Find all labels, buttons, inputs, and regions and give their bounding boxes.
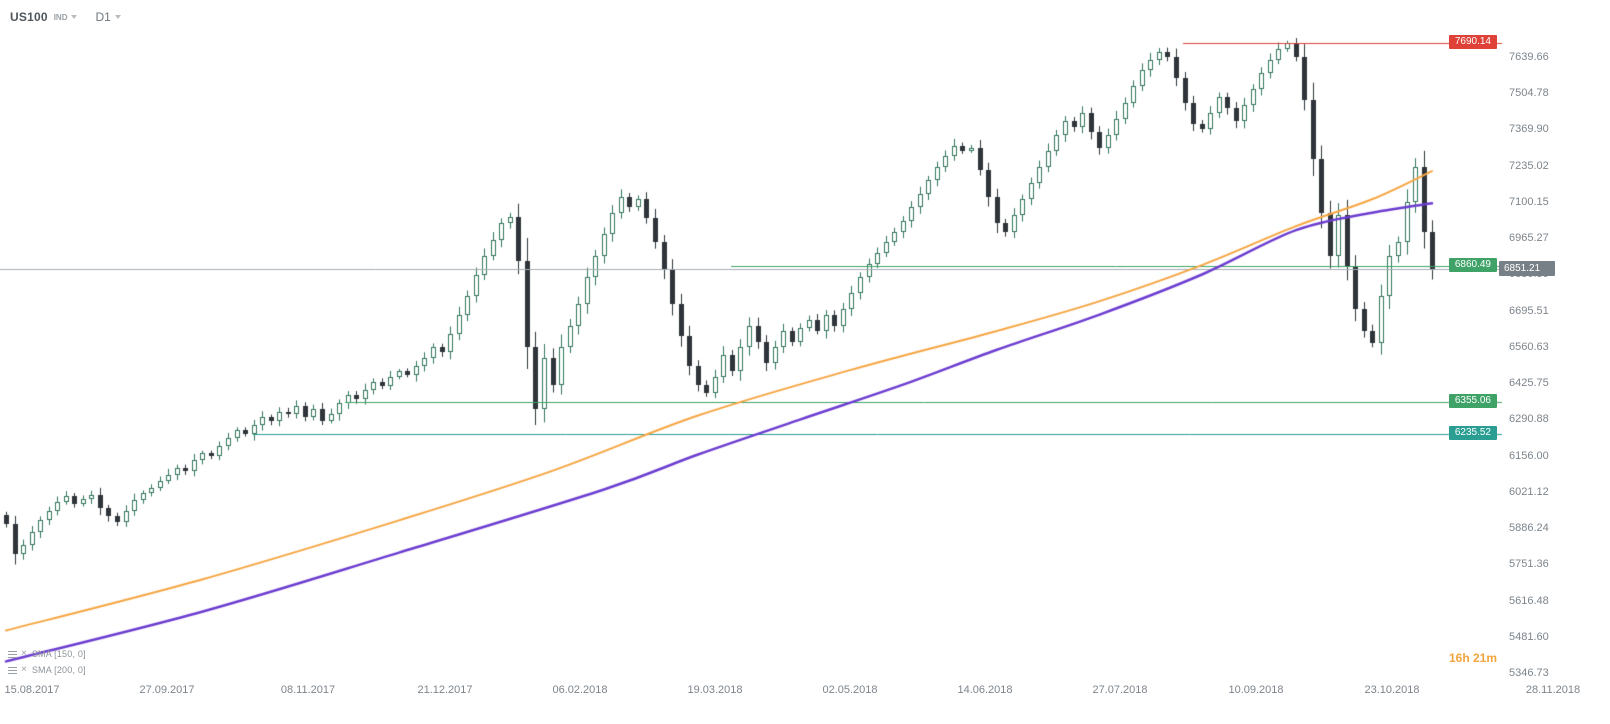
date-axis-label: 06.02.2018 [552,684,608,696]
price-axis-label: 6425.75 [1509,377,1549,390]
price-line-label[interactable]: 7690.14 [1448,35,1497,50]
price-axis-label: 6560.63 [1509,340,1549,353]
symbol-label[interactable]: US100 [10,10,48,24]
date-axis-label: 10.09.2018 [1228,684,1284,696]
price-axis-label: 7369.90 [1509,123,1549,136]
price-axis-label: 6695.51 [1509,304,1549,317]
price-axis-label: 7100.15 [1509,195,1549,208]
price-axis-label: 5481.60 [1509,630,1549,643]
price-axis-label: 7639.66 [1509,51,1549,63]
price-axis-label: 5346.73 [1509,667,1549,679]
date-axis-label: 21.12.2017 [417,684,473,696]
date-axis-label: 14.06.2018 [957,684,1013,696]
timeframe-label: D1 [95,10,111,24]
indicator-label: SMA [150, 0] [31,649,86,659]
price-line-label[interactable]: 6355.06 [1448,394,1497,409]
price-axis-label: 6021.12 [1509,485,1549,498]
indicator-row-sma200: × SMA [200, 0] [8,664,86,676]
indicator-settings-icon[interactable] [8,650,17,658]
price-line-label[interactable]: 6235.52 [1448,426,1497,441]
price-axis-label: 5751.36 [1509,558,1549,571]
instrument-type-label: IND [53,12,68,22]
session-countdown: 16h 21m [1448,651,1497,665]
date-axis-label: 27.07.2018 [1092,684,1148,696]
date-axis-label: 08.11.2017 [280,684,336,696]
indicator-remove-icon[interactable]: × [21,648,27,659]
price-axis-label: 7504.78 [1509,87,1549,100]
date-axis-label: 15.08.2017 [4,684,60,696]
price-axis-label: 6290.88 [1509,413,1549,426]
date-axis-label: 27.09.2017 [139,684,195,696]
price-axis-label: 7235.02 [1509,159,1549,172]
date-axis-label: 19.03.2018 [687,684,743,696]
timeframe-dropdown[interactable]: D1 [95,10,121,24]
indicator-remove-icon[interactable]: × [21,664,27,675]
current-price-label: 6851.21 [1499,260,1555,276]
date-axis-label: 02.05.2018 [822,684,878,696]
chart-header: US100 IND D1 [10,10,121,24]
price-axis-label: 5616.48 [1509,594,1549,607]
price-axis-label: 5886.24 [1509,522,1549,535]
date-axis-label: 23.10.2018 [1364,684,1420,696]
date-axis-label: 28.11.2018 [1525,684,1581,696]
price-axis-label: 6156.00 [1509,449,1549,462]
price-line-label[interactable]: 6860.49 [1448,258,1497,273]
price-axis-label: 6965.27 [1509,232,1549,245]
chevron-down-icon [71,15,78,19]
chevron-down-icon [114,15,121,19]
indicator-label: SMA [200, 0] [31,665,86,675]
indicator-row-sma150: × SMA [150, 0] [8,648,86,660]
indicator-settings-icon[interactable] [8,666,17,674]
instrument-type-dropdown[interactable]: IND [54,13,78,22]
